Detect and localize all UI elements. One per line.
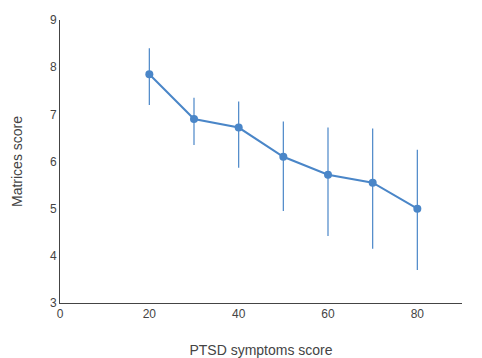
svg-text:6: 6 bbox=[50, 155, 57, 169]
svg-text:0: 0 bbox=[57, 307, 64, 321]
svg-text:8: 8 bbox=[50, 60, 57, 74]
svg-text:9: 9 bbox=[50, 13, 57, 27]
svg-text:80: 80 bbox=[411, 307, 425, 321]
svg-text:Matrices score: Matrices score bbox=[9, 116, 25, 207]
svg-text:PTSD symptoms score: PTSD symptoms score bbox=[189, 342, 332, 358]
svg-text:40: 40 bbox=[232, 307, 246, 321]
svg-text:4: 4 bbox=[50, 249, 57, 263]
svg-text:20: 20 bbox=[143, 307, 157, 321]
svg-text:7: 7 bbox=[50, 108, 57, 122]
svg-text:5: 5 bbox=[50, 202, 57, 216]
svg-text:60: 60 bbox=[321, 307, 335, 321]
svg-text:3: 3 bbox=[50, 296, 57, 310]
